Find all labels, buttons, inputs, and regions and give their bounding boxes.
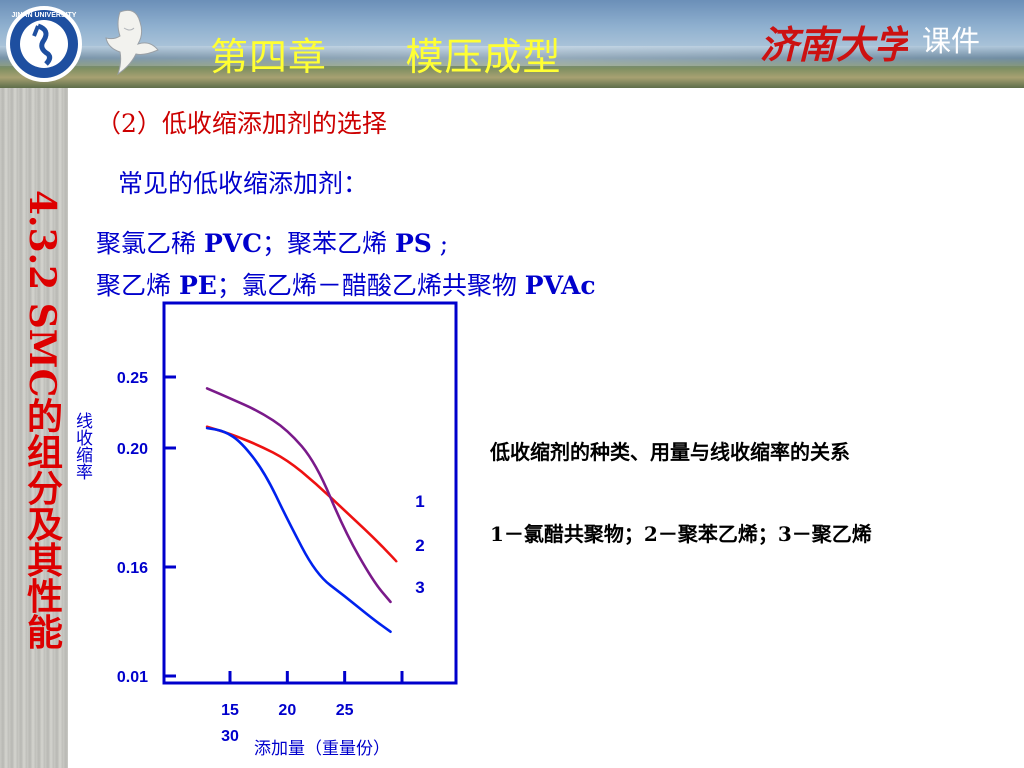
section-heading: （2）低收缩添加剂的选择 (96, 109, 387, 138)
line2-pe: PE (178, 271, 217, 300)
y-tick-label: 0.16 (117, 560, 148, 577)
additive-line-2: 聚乙烯 PE；氯乙烯－醋酸乙烯共聚物 PVAc (96, 266, 596, 302)
line1-mid: ；聚苯乙烯 (262, 229, 395, 258)
slide-title: 第四章 模压成型 (210, 26, 700, 81)
line1-pvc: PVC (203, 229, 263, 258)
svg-text:济南大学: 济南大学 (760, 22, 908, 67)
x-axis: 15 20 25 30 (221, 671, 404, 745)
line1-text: 聚氯乙稀 (96, 229, 204, 258)
series-labels: 1 2 3 (415, 492, 424, 597)
x-tick-label: 30 (221, 728, 239, 745)
x-tick-label: 20 (278, 702, 296, 719)
x-tick-label: 25 (336, 702, 354, 719)
x-tick-label: 15 (221, 702, 239, 719)
additive-line-1: 聚氯乙稀 PVC；聚苯乙烯 PS ; (96, 224, 448, 260)
section-title-vertical: 4.3.2 SMC的组分及其性能 (21, 190, 63, 650)
courseware-label: 课件 (922, 24, 981, 58)
series-label-2: 2 (415, 536, 424, 555)
university-calligraphy-logo: 济南大学 (760, 22, 908, 67)
chart-frame (162, 301, 458, 685)
y-tick-label: 0.01 (117, 669, 148, 686)
chart-legend-text: 1－氯醋共聚物；2－聚苯乙烯；3－聚乙烯 (490, 522, 872, 546)
university-logo: JINAN UNIVERSITY (6, 6, 82, 82)
slide-header: JINAN UNIVERSITY 第四章 模压成型 济南大学 课件 (0, 0, 1024, 88)
line1-end: ; (431, 229, 449, 258)
svg-text:JINAN UNIVERSITY: JINAN UNIVERSITY (12, 12, 77, 19)
series-label-1: 1 (415, 492, 424, 511)
chart-caption: 低收缩剂的种类、用量与线收缩率的关系 (490, 440, 850, 464)
series-label-3: 3 (415, 578, 424, 597)
y-axis-label: 线收缩率 (72, 412, 92, 480)
y-tick-label: 0.20 (117, 441, 148, 458)
line2-pvac: PVAc (524, 271, 596, 300)
line1-ps: PS (395, 229, 432, 258)
line2-text: 聚乙烯 (96, 271, 179, 300)
title-subject: 模压成型 (405, 35, 562, 79)
x-axis-label: 添加量（重量份） (254, 739, 390, 759)
subheading: 常见的低收缩添加剂： (118, 169, 369, 198)
title-chapter: 第四章 (210, 35, 328, 79)
shrinkage-chart: 0.25 0.20 0.16 0.01 15 20 25 30 1 2 3 (117, 301, 458, 745)
y-tick-label: 0.25 (117, 370, 148, 387)
chart-series (205, 387, 398, 633)
series-line-3 (205, 426, 392, 633)
left-decorative-strip (0, 88, 68, 768)
series-line-2 (205, 387, 392, 604)
dove-icon (105, 9, 159, 76)
header-water-band (0, 46, 1024, 66)
y-axis: 0.25 0.20 0.16 0.01 (117, 370, 176, 686)
line2-mid: ；氯乙烯－醋酸乙烯共聚物 (216, 271, 525, 300)
